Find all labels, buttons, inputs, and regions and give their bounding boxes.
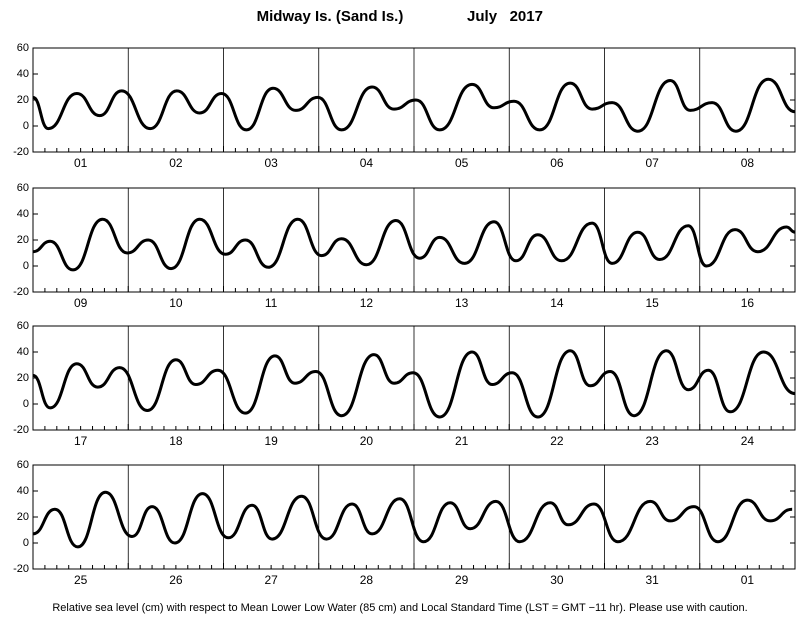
x-tick-label: 01 — [741, 573, 755, 587]
x-tick-label: 24 — [741, 434, 755, 448]
x-tick-label: 20 — [360, 434, 374, 448]
y-tick-label: 20 — [17, 94, 29, 106]
x-tick-label: 05 — [455, 156, 469, 170]
tide-curve — [32, 349, 796, 419]
x-tick-label: 01 — [74, 156, 88, 170]
x-tick-label: 22 — [550, 434, 564, 448]
y-tick-label: 0 — [23, 120, 29, 132]
y-tick-label: 0 — [23, 260, 29, 272]
y-tick-label: 20 — [17, 511, 29, 523]
x-tick-label: 21 — [455, 434, 469, 448]
x-tick-label: 17 — [74, 434, 88, 448]
y-tick-label: 20 — [17, 234, 29, 246]
x-tick-label: 13 — [455, 296, 469, 310]
x-tick-label: 07 — [645, 156, 659, 170]
x-tick-label: 19 — [264, 434, 278, 448]
x-tick-label: 16 — [741, 296, 755, 310]
y-tick-label: -20 — [13, 563, 29, 575]
tide-curve — [32, 217, 796, 272]
x-tick-label: 29 — [455, 573, 469, 587]
x-tick-label: 28 — [360, 573, 374, 587]
y-tick-label: 40 — [17, 68, 29, 80]
x-tick-label: 02 — [169, 156, 183, 170]
x-tick-label: 12 — [360, 296, 374, 310]
y-tick-label: 20 — [17, 372, 29, 384]
y-tick-label: -20 — [13, 286, 29, 298]
x-tick-label: 25 — [74, 573, 88, 587]
chart-title: Midway Is. (Sand Is.) — [257, 8, 404, 25]
x-tick-label: 26 — [169, 573, 183, 587]
x-tick-label: 11 — [265, 296, 278, 310]
x-tick-label: 06 — [550, 156, 564, 170]
x-tick-label: 08 — [741, 156, 755, 170]
y-tick-label: 60 — [17, 459, 29, 471]
y-tick-label: 40 — [17, 208, 29, 220]
footnote: Relative sea level (cm) with respect to … — [52, 602, 747, 614]
y-tick-label: 0 — [23, 537, 29, 549]
y-tick-label: 60 — [17, 182, 29, 194]
x-tick-label: 03 — [264, 156, 278, 170]
x-tick-label: 10 — [169, 296, 183, 310]
tide-curve — [32, 77, 796, 133]
y-tick-label: 60 — [17, 320, 29, 332]
x-tick-label: 09 — [74, 296, 88, 310]
y-tick-label: -20 — [13, 424, 29, 436]
x-tick-label: 27 — [264, 573, 278, 587]
y-tick-label: 40 — [17, 346, 29, 358]
tide-curve — [32, 490, 793, 549]
x-tick-label: 04 — [360, 156, 374, 170]
chart-month: July 2017 — [467, 8, 543, 25]
y-tick-label: 40 — [17, 485, 29, 497]
x-tick-label: 23 — [645, 434, 659, 448]
x-tick-label: 31 — [645, 573, 659, 587]
y-tick-label: 60 — [17, 42, 29, 54]
x-tick-label: 30 — [550, 573, 564, 587]
x-tick-label: 15 — [645, 296, 659, 310]
x-tick-label: 14 — [550, 296, 564, 310]
x-tick-label: 18 — [169, 434, 183, 448]
y-tick-label: -20 — [13, 146, 29, 158]
y-tick-label: 0 — [23, 398, 29, 410]
